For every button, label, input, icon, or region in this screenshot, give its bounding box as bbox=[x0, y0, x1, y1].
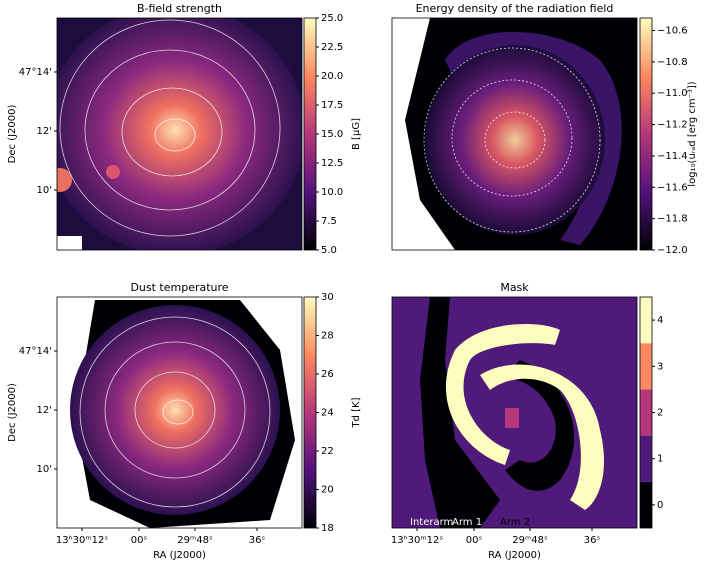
frame bbox=[391, 296, 638, 529]
colorbar-tick-label: 25.0 bbox=[321, 13, 343, 24]
colorbar-segment bbox=[640, 297, 652, 344]
annotation: Interarm bbox=[410, 517, 453, 528]
y-tick-label: 47°14' bbox=[19, 67, 52, 78]
annotation: Arm 2 bbox=[500, 517, 530, 528]
x-tick-label: 36ˢ bbox=[584, 535, 601, 546]
x-tick-label: 00ˢ bbox=[466, 535, 483, 546]
panel-title: Dust temperature bbox=[130, 281, 228, 294]
colorbar-tick-label: −11.0 bbox=[657, 88, 688, 99]
colorbar-tick-label: 24 bbox=[321, 408, 334, 419]
y-tick-label: 12' bbox=[37, 126, 52, 137]
colorbar-tick-label: 2 bbox=[657, 408, 663, 419]
colorbar-tick-label: 26 bbox=[321, 369, 334, 380]
colorbar-tick-label: −11.6 bbox=[657, 182, 688, 193]
colorbar-tick-label: 12.5 bbox=[321, 158, 343, 169]
colorbar-tick-label: −10.8 bbox=[657, 57, 688, 68]
colorbar-tick-label: 0 bbox=[657, 500, 663, 511]
colorbar-tick-label: 17.5 bbox=[321, 100, 343, 111]
frame bbox=[391, 17, 638, 251]
colorbar-tick-label: 22.5 bbox=[321, 42, 343, 53]
radiation-image bbox=[392, 18, 637, 250]
y-tick-label: 12' bbox=[37, 405, 52, 416]
y-axis-label: Dec (J2000) bbox=[7, 383, 18, 442]
colorbar-label: B [μG] bbox=[351, 118, 362, 150]
x-tick-label: 13ʰ30ᵐ12ˢ bbox=[391, 535, 443, 546]
colorbar bbox=[304, 18, 316, 250]
colorbar-segment bbox=[640, 343, 652, 390]
mask-image bbox=[392, 297, 637, 528]
panel-title: Mask bbox=[500, 281, 529, 294]
colorbar-tick-label: 7.5 bbox=[321, 216, 337, 227]
colorbar-label: log₁₀(uᵣₐd [erg cm⁻³]) bbox=[687, 81, 698, 186]
x-tick-label: 29ᵐ48ˢ bbox=[177, 535, 213, 546]
colorbar-frame bbox=[639, 17, 653, 251]
frame bbox=[56, 296, 303, 529]
colorbar-tick-label: −11.8 bbox=[657, 214, 688, 225]
colorbar-tick-label: 20 bbox=[321, 485, 334, 496]
panel-title: B-field strength bbox=[137, 2, 222, 15]
colorbar-segment bbox=[640, 481, 652, 528]
y-tick-label: 10' bbox=[37, 185, 52, 196]
colorbar-tick-label: 18 bbox=[321, 523, 334, 534]
panel-title: Energy density of the radiation field bbox=[416, 2, 614, 15]
colorbar-tick-label: 15.0 bbox=[321, 129, 343, 140]
y-tick-label: 10' bbox=[37, 464, 52, 475]
colorbar bbox=[640, 18, 652, 250]
y-axis-label: Dec (J2000) bbox=[7, 105, 18, 164]
colorbar-label: Td [K] bbox=[351, 397, 362, 428]
colorbar-tick-label: −11.2 bbox=[657, 120, 688, 131]
x-tick-label: 36ˢ bbox=[249, 535, 266, 546]
dust-temperature-image bbox=[57, 297, 302, 528]
colorbar-tick-label: 30 bbox=[321, 292, 334, 303]
b-field-image bbox=[57, 18, 302, 250]
colorbar-tick-label: 1 bbox=[657, 454, 663, 465]
colorbar-tick-label: −12.0 bbox=[657, 245, 688, 256]
x-axis-label: RA (J2000) bbox=[488, 550, 541, 561]
x-axis-label: RA (J2000) bbox=[153, 550, 206, 561]
colorbar-tick-label: 5.0 bbox=[321, 245, 337, 256]
colorbar-tick-label: −11.4 bbox=[657, 151, 688, 162]
colorbar-tick-label: 28 bbox=[321, 331, 334, 342]
x-tick-label: 00ˢ bbox=[131, 535, 148, 546]
y-tick-label: 47°14' bbox=[19, 346, 52, 357]
colorbar-segment bbox=[640, 389, 652, 436]
frame bbox=[56, 17, 303, 251]
colorbar-tick-label: 4 bbox=[657, 315, 663, 326]
x-tick-label: 29ᵐ48ˢ bbox=[512, 535, 548, 546]
x-tick-label: 13ʰ30ᵐ12ˢ bbox=[56, 535, 108, 546]
colorbar-segment bbox=[640, 435, 652, 482]
colorbar-tick-label: 10.0 bbox=[321, 187, 343, 198]
colorbar bbox=[304, 297, 316, 528]
colorbar-tick-label: 22 bbox=[321, 446, 334, 457]
annotation: Arm 1 bbox=[452, 517, 482, 528]
colorbar-tick-label: 3 bbox=[657, 361, 663, 372]
colorbar-tick-label: 20.0 bbox=[321, 71, 343, 82]
colorbar-tick-label: −10.6 bbox=[657, 26, 688, 37]
